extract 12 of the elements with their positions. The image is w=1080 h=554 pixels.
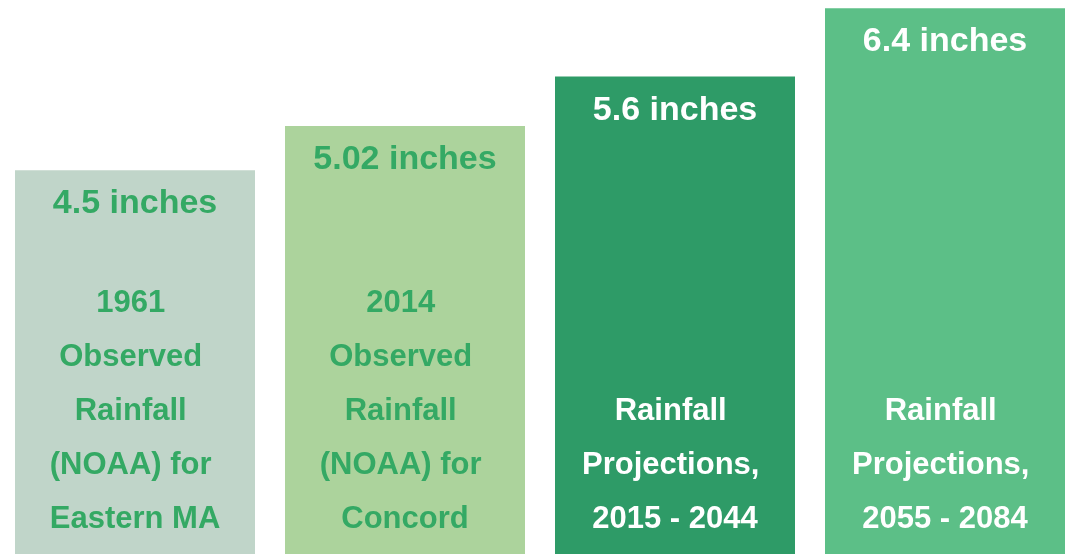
bar	[15, 170, 255, 554]
x-tick-label: Rainfall Projections, 2015 - 2044	[581, 391, 769, 535]
x-tick-label: 2014 Observed Rainfall (NOAA) for Concord	[319, 283, 491, 535]
bar	[555, 76, 795, 554]
x-tick-label: 1961 Observed Rainfall (NOAA) for Eastern MA	[49, 283, 221, 535]
bar	[285, 125, 525, 554]
bar	[825, 8, 1065, 554]
x-tick-label: Rainfall Projections, 2055 - 2084	[851, 391, 1039, 535]
data-label: 4.5 inches	[52, 182, 218, 221]
data-label: 5.6 inches	[592, 88, 758, 127]
data-label: 6.4 inches	[862, 20, 1028, 59]
data-label: 5.02 inches	[313, 137, 497, 176]
